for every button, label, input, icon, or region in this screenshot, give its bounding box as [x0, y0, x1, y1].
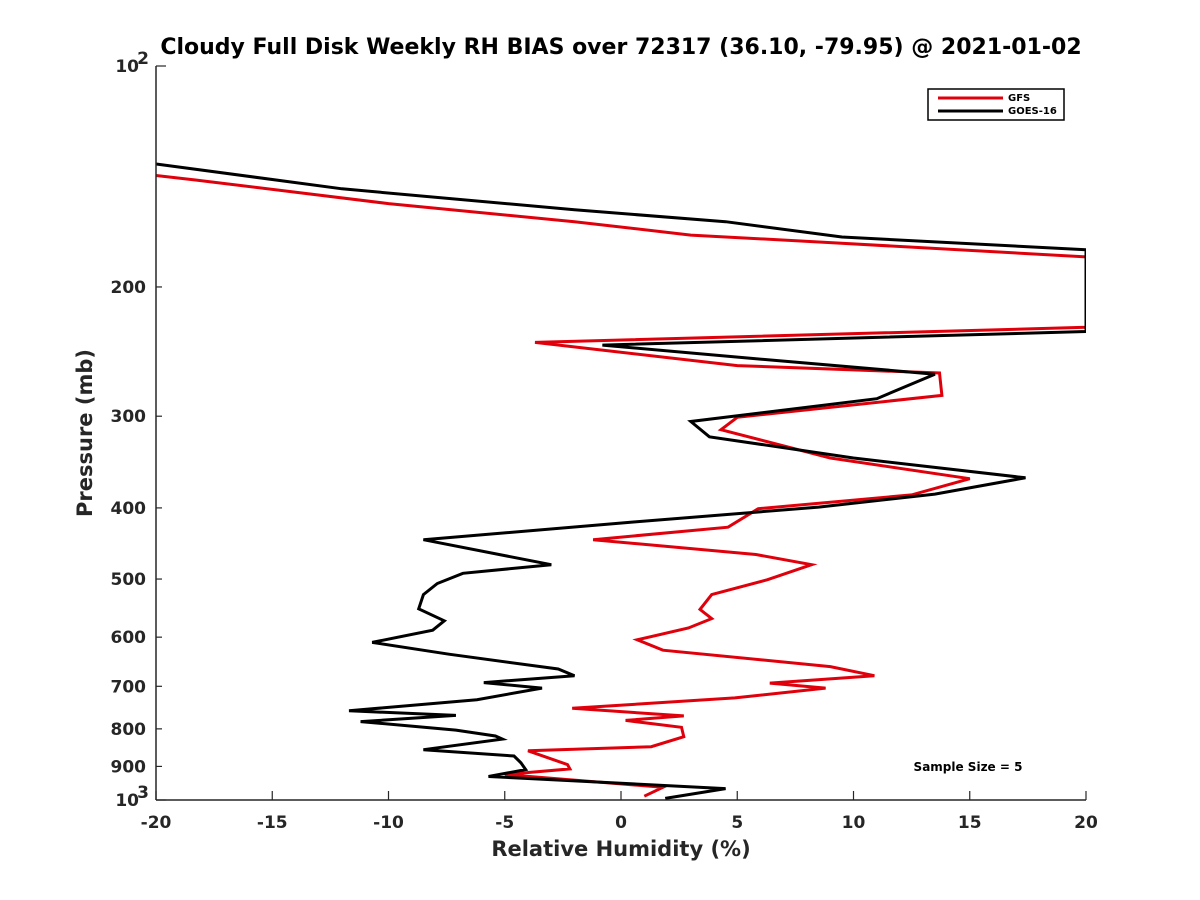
series-line-gfs	[156, 174, 1086, 798]
legend-label-goes16: GOES-16	[1008, 106, 1057, 117]
legend-box	[927, 88, 1065, 121]
x-tick-label: 10	[842, 813, 866, 833]
x-tick-label: 20	[1074, 813, 1098, 833]
x-tick-label: 5	[731, 813, 743, 833]
y-tick-label: 700	[111, 677, 147, 697]
legend-label-gfs: GFS	[1008, 93, 1030, 104]
y-tick-label: 500	[111, 570, 147, 590]
y-tick-label: 600	[111, 628, 147, 648]
x-tick-label: -5	[495, 813, 514, 833]
y-axis-label: Pressure (mb)	[73, 349, 97, 517]
plot-lines	[156, 162, 1086, 800]
x-tick-label: 0	[615, 813, 627, 833]
y-end-label-top: 10	[115, 57, 139, 77]
y-tick-label: 400	[111, 499, 147, 519]
y-tick-label: 900	[111, 757, 147, 777]
plot-area	[156, 66, 1086, 800]
series-group	[156, 162, 1086, 800]
legend: GFS GOES-16	[927, 88, 1065, 121]
series-line-goes16	[156, 162, 1086, 800]
x-tick-label: 15	[958, 813, 982, 833]
y-end-label-bottom: 10	[115, 791, 139, 811]
y-tick-label: 200	[111, 278, 147, 298]
x-tick-label: -15	[257, 813, 288, 833]
y-tick-label: 800	[111, 720, 147, 740]
y-tick-label: 300	[111, 407, 147, 427]
axes: -20 -15 -10 -5 0 5 10 15 20 200 300 400 500 600 700 800…	[111, 49, 1098, 833]
y-end-label-exp-bottom: 3	[137, 783, 149, 803]
y-end-label-exp-top: 2	[137, 49, 149, 69]
x-axis-label: Relative Humidity (%)	[491, 837, 750, 861]
sample-size-annotation: Sample Size = 5	[914, 760, 1023, 774]
chart-title: Cloudy Full Disk Weekly RH BIAS over 723…	[160, 35, 1081, 60]
x-tick-label: -10	[373, 813, 404, 833]
x-tick-label: -20	[141, 813, 172, 833]
